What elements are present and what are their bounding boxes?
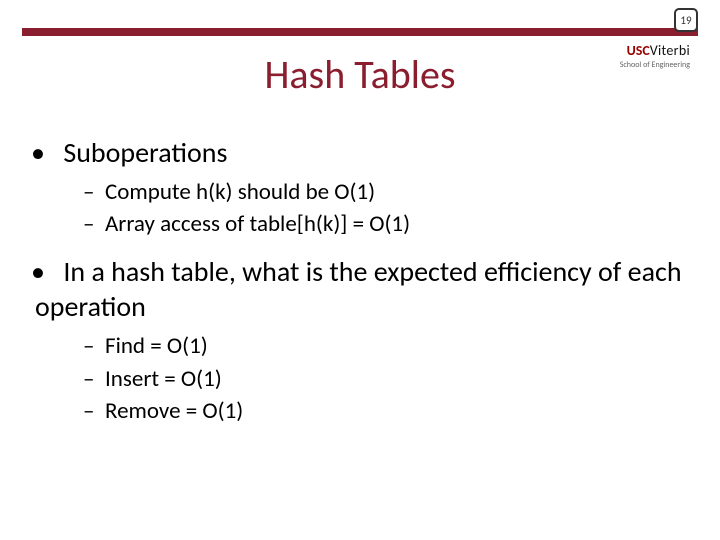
sub-bullet-text: Remove = O(1) [105,397,243,425]
slide-title: Hash Tables [0,50,720,99]
sub-bullet-text: Find = O(1) [105,332,208,360]
page-number-badge: 19 [674,8,698,32]
sub-bullet-text: Compute h(k) should be O(1) [105,178,375,206]
bullet-item: In a hash table, what is the expected ef… [35,254,690,427]
sub-bullet-list: Compute h(k) should be O(1) Array access… [83,176,690,240]
page-number-text: 19 [680,14,691,27]
bullet-item: Suboperations Compute h(k) should be O(1… [35,135,690,240]
slide-content: Suboperations Compute h(k) should be O(1… [35,135,690,441]
bullet-text: In a hash table, what is the expected ef… [35,254,682,324]
sub-bullet-text: Array access of table[h(k)] = O(1) [105,210,410,238]
sub-bullet-list: Find = O(1) Insert = O(1) Remove = O(1) [83,330,690,427]
sub-bullet-item: Array access of table[h(k)] = O(1) [83,208,690,240]
bullet-text: Suboperations [63,135,227,170]
bullet-list: Suboperations Compute h(k) should be O(1… [35,135,690,427]
sub-bullet-item: Insert = O(1) [83,363,690,395]
header-bar [22,28,698,36]
sub-bullet-item: Remove = O(1) [83,395,690,427]
sub-bullet-text: Insert = O(1) [105,365,222,393]
sub-bullet-item: Compute h(k) should be O(1) [83,176,690,208]
sub-bullet-item: Find = O(1) [83,330,690,362]
